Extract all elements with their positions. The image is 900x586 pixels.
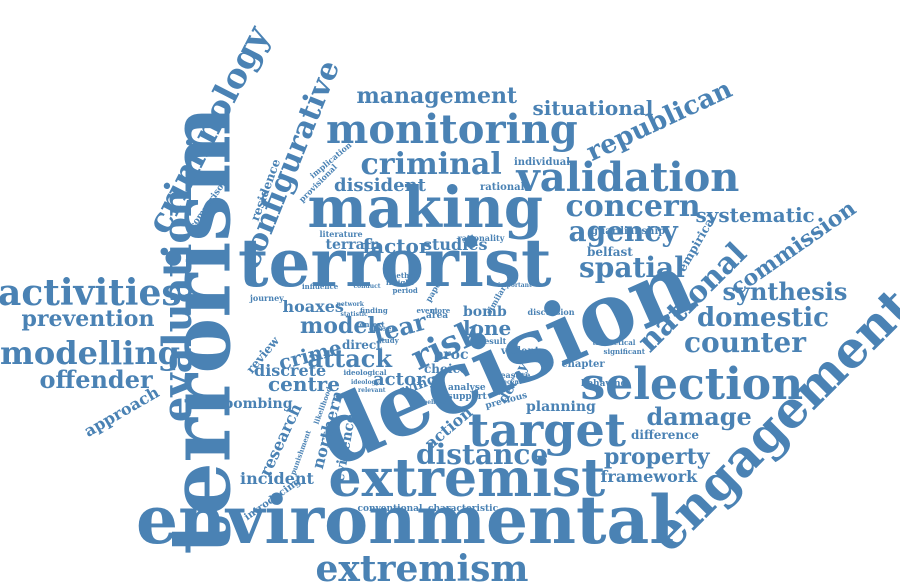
word-domestic: domestic — [697, 303, 829, 333]
word-recent: recent — [500, 379, 522, 386]
word-behaving: behaving — [581, 378, 627, 389]
word-behave: behave — [423, 399, 447, 406]
word-hoaxes: hoaxes — [282, 297, 344, 316]
word-factor: factor — [362, 234, 430, 258]
word-study: study — [377, 335, 399, 345]
word-rational: rational — [480, 182, 525, 193]
word-characteristic: characteristic — [428, 503, 499, 514]
word-chosen: chosen — [369, 323, 397, 333]
word-guardianship: guardianship — [591, 226, 666, 237]
word-ideology: ideology — [351, 379, 380, 386]
word-validation: validation — [516, 154, 740, 201]
word-studies: studies — [423, 235, 488, 254]
word-insight: insight — [386, 277, 414, 287]
word-distance: distance — [416, 438, 549, 471]
word-centre: centre — [268, 372, 340, 396]
word-property: property — [604, 444, 710, 470]
word-extremism: extremism — [315, 548, 529, 586]
word-monitoring: monitoring — [326, 106, 578, 153]
word-network: network — [336, 301, 364, 308]
word-terrorist: terrorist — [238, 224, 552, 302]
word-measure: measure — [492, 370, 531, 380]
word-direct: direct — [342, 338, 382, 352]
word-situational: situational — [532, 96, 654, 120]
word-concern: concern — [565, 189, 701, 224]
word-chapter: chapter — [561, 359, 605, 370]
word-model: model — [300, 313, 376, 339]
word-area: area — [426, 310, 449, 321]
word-important: important — [498, 282, 532, 289]
word-agency: agency — [568, 215, 678, 248]
word-context: context — [355, 319, 385, 329]
word-bombing: bombing — [223, 396, 293, 412]
word-counter: counter — [684, 326, 806, 359]
word-synthesis: synthesis — [722, 277, 848, 306]
word-terrain: terrain — [325, 237, 381, 253]
word-target: target — [468, 403, 626, 457]
word-method: method — [389, 270, 419, 280]
word-damage: damage — [646, 402, 752, 431]
word-individual: individual — [514, 157, 571, 168]
word-planning: planning — [526, 399, 596, 415]
word-systematic: systematic — [695, 203, 815, 227]
word-influence: influence — [302, 281, 339, 291]
word-lone: lone — [463, 316, 512, 340]
word-making: making — [307, 175, 543, 241]
word-journey: journey — [250, 293, 284, 303]
word-management: management — [356, 83, 518, 109]
word-discussion: discussion — [527, 307, 575, 317]
word-conventional: conventional — [357, 503, 423, 514]
word-modelling: modelling — [0, 334, 181, 372]
word-extremist: extremist — [328, 448, 606, 509]
word-prevention: prevention — [21, 306, 155, 332]
word-dissident: dissident — [334, 175, 426, 196]
word-result: result — [480, 336, 507, 346]
word-violent: violent — [501, 346, 540, 357]
word-rationality: rationality — [457, 233, 505, 243]
word-difference: difference — [631, 428, 700, 442]
word-belfast: belfast — [587, 245, 633, 259]
word-choice: choice — [424, 362, 468, 376]
word-bomb: bomb — [463, 304, 507, 320]
word-offender: offender — [39, 365, 153, 394]
word-period: period — [392, 285, 418, 295]
word-relevant: relevant — [358, 387, 386, 394]
word-finding: finding — [360, 305, 388, 315]
word-environmental: environmental — [136, 481, 675, 559]
word-conduct: conduct — [353, 283, 381, 290]
word-theoretical: theoretical — [592, 337, 636, 347]
word-activities: activities — [0, 272, 182, 314]
word-statistic: statistic — [340, 311, 368, 318]
word-actor: actor — [373, 369, 426, 390]
word-event: event — [416, 305, 438, 315]
word-incident: incident — [240, 469, 314, 488]
word-ideological: ideological — [343, 367, 387, 377]
word-criminal: criminal — [360, 147, 502, 182]
word-spatial: spatial — [579, 251, 685, 284]
word-more: more — [430, 305, 451, 315]
word-significant: significant — [603, 346, 645, 356]
word-support: support — [447, 391, 487, 402]
word-republican: republican — [581, 74, 737, 168]
word-attack: attack — [307, 344, 393, 373]
word-selection: selection — [580, 359, 804, 410]
word-literature: literature — [319, 229, 363, 239]
word-framework: framework — [600, 467, 698, 486]
word-analyse: analyse — [448, 382, 486, 393]
word-discrete: discrete — [254, 361, 327, 380]
word-proc: proc — [433, 347, 469, 363]
